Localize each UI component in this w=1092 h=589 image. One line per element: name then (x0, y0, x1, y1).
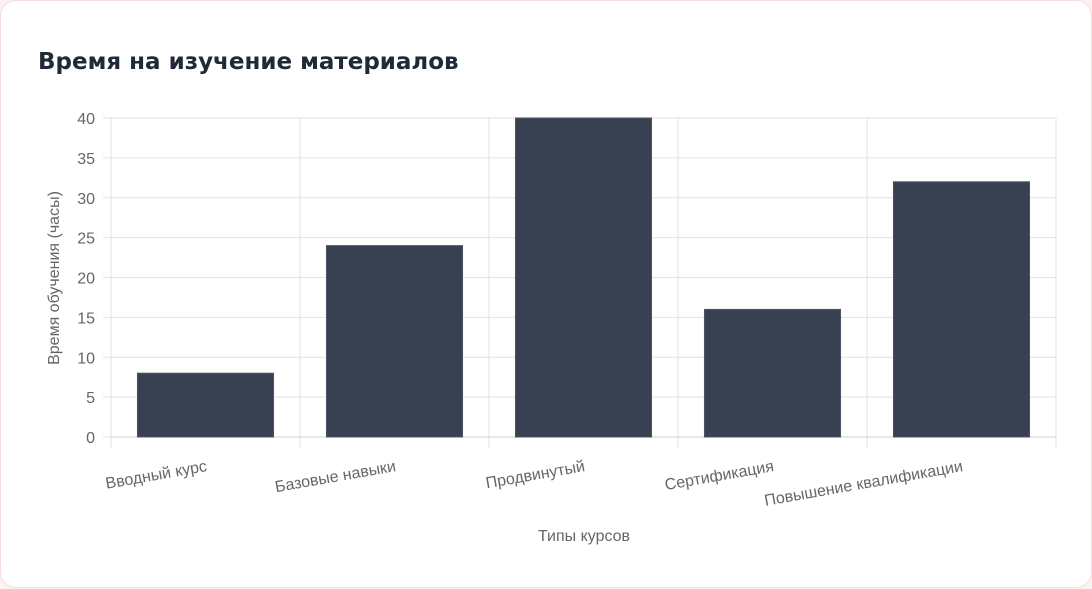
x-tick-label: Повышение квалификации (763, 458, 964, 510)
chart-title: Время на изучение материалов (38, 49, 459, 75)
x-tick-label: Сертификация (664, 458, 776, 494)
x-tick-label: Продвинутый (484, 458, 586, 492)
y-tick-label: 15 (77, 310, 95, 327)
y-tick-label: 5 (86, 390, 95, 407)
x-tick-label: Вводный курс (104, 458, 208, 493)
x-axis-title: Типы курсов (538, 528, 630, 545)
bar (703, 308, 842, 438)
y-tick-label: 25 (77, 231, 95, 248)
bar (892, 181, 1031, 438)
y-tick-label: 0 (86, 430, 95, 447)
bar (514, 117, 653, 438)
y-tick-label: 40 (77, 111, 95, 128)
bar (325, 245, 464, 438)
y-tick-label: 35 (77, 151, 95, 168)
y-tick-label: 20 (77, 271, 95, 288)
x-tick-label: Базовые навыки (274, 458, 397, 496)
bar (136, 372, 275, 438)
y-tick-label: 10 (77, 350, 95, 367)
y-axis-title: Время обучения (часы) (46, 191, 63, 365)
y-tick-label: 30 (77, 191, 95, 208)
